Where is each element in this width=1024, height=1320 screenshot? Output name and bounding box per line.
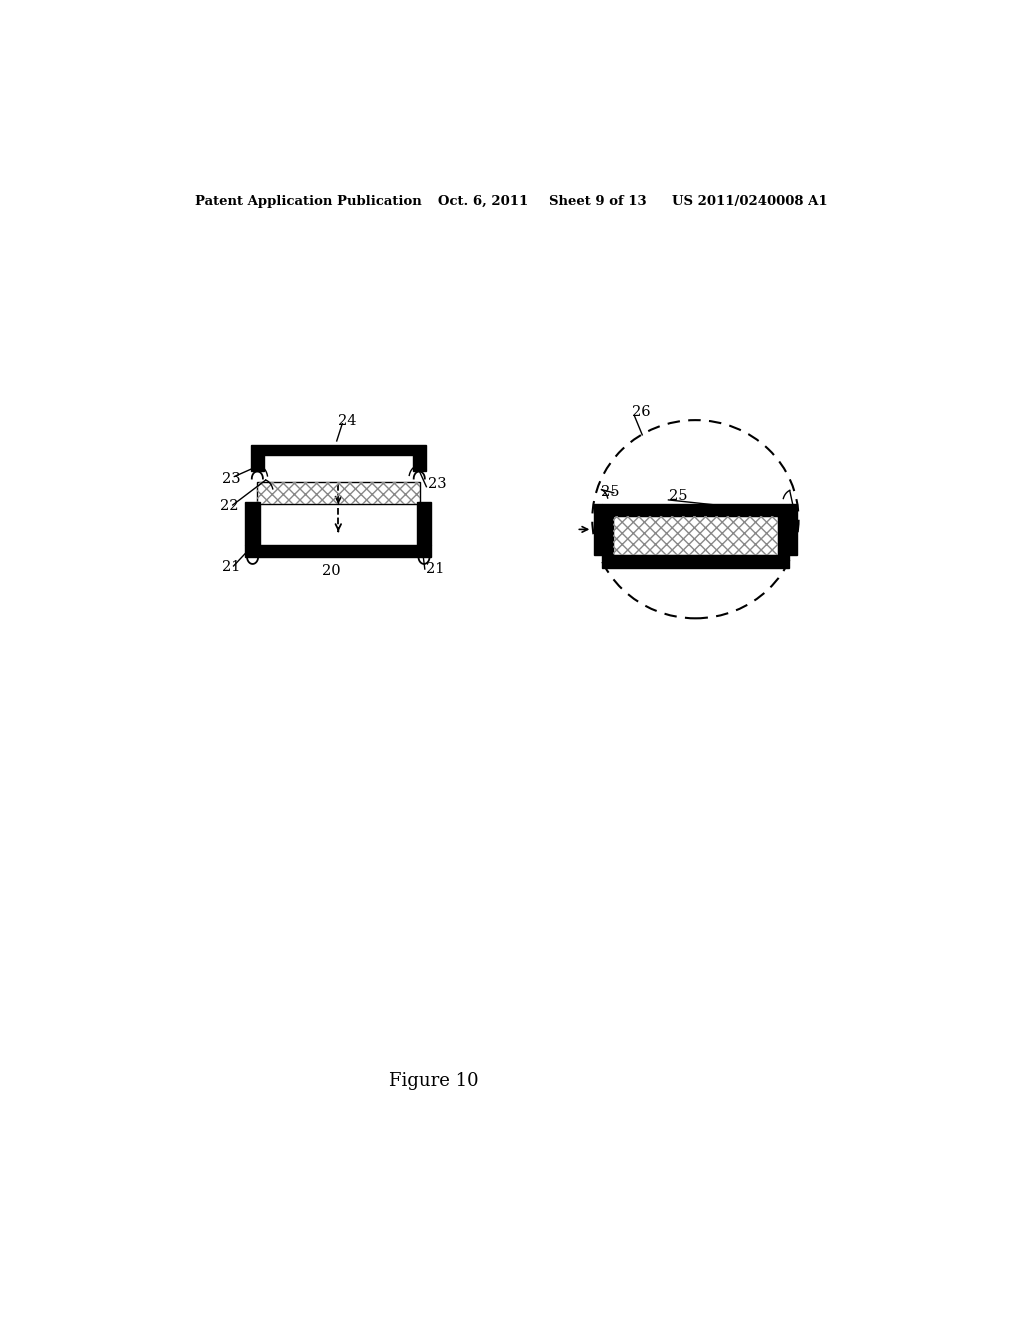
Text: 24: 24 (338, 413, 356, 428)
Polygon shape (246, 502, 260, 545)
Polygon shape (790, 504, 797, 554)
Text: Sheet 9 of 13: Sheet 9 of 13 (549, 194, 646, 207)
Polygon shape (594, 504, 602, 554)
Text: Patent Application Publication: Patent Application Publication (196, 194, 422, 207)
Polygon shape (602, 554, 790, 568)
Polygon shape (778, 516, 790, 554)
Text: US 2011/0240008 A1: US 2011/0240008 A1 (672, 194, 827, 207)
Polygon shape (602, 504, 790, 516)
Text: 20: 20 (322, 564, 340, 578)
Polygon shape (602, 516, 613, 554)
Text: Figure 10: Figure 10 (389, 1072, 478, 1090)
Polygon shape (417, 502, 431, 545)
Text: 23: 23 (428, 477, 446, 491)
Bar (257, 482, 420, 504)
Bar (613, 516, 778, 554)
Bar (257, 482, 420, 504)
Text: 25: 25 (670, 488, 688, 503)
Text: 23: 23 (221, 471, 241, 486)
Text: 22: 22 (220, 499, 239, 513)
Text: 21: 21 (426, 562, 444, 576)
Text: Oct. 6, 2011: Oct. 6, 2011 (437, 194, 527, 207)
Text: 26: 26 (632, 405, 650, 420)
Polygon shape (251, 445, 426, 471)
Bar (613, 516, 778, 554)
Text: 25: 25 (601, 484, 620, 499)
Text: 21: 21 (221, 560, 240, 574)
Polygon shape (246, 545, 431, 557)
